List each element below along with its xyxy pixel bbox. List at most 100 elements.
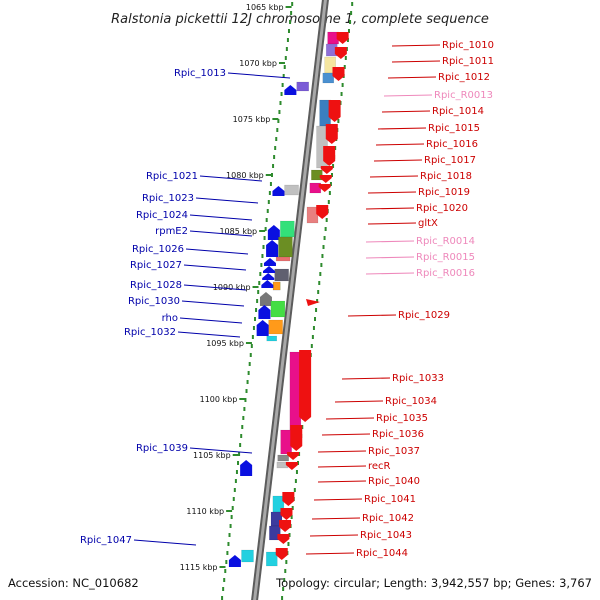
gene-block bbox=[266, 551, 278, 567]
gene-label: Rpic_1020 bbox=[416, 203, 468, 214]
gene-labels: Rpic_1010 Rpic_1011 Rpic_1012 Rpic_R0013 Rpi… bbox=[80, 40, 494, 559]
ruler-dot bbox=[322, 245, 325, 249]
ruler-dot bbox=[223, 578, 226, 582]
ruler-dot bbox=[244, 398, 247, 402]
leader-line bbox=[309, 534, 359, 537]
gene-arrow bbox=[240, 460, 253, 476]
leader-line bbox=[391, 60, 441, 63]
scale-label: 1080 kbp bbox=[226, 171, 264, 180]
ruler-dot bbox=[283, 65, 286, 69]
ruler-dot bbox=[232, 497, 235, 501]
leader-line bbox=[311, 517, 361, 520]
gene-block bbox=[268, 319, 283, 335]
leader-line bbox=[199, 175, 263, 182]
scale-label: 1075 kbp bbox=[233, 115, 271, 124]
leader-line bbox=[375, 143, 425, 146]
gene-arrow bbox=[258, 305, 271, 319]
leader-line bbox=[334, 400, 384, 403]
gene-label: Rpic_1016 bbox=[426, 139, 478, 150]
gene-label: Rpic_1017 bbox=[424, 155, 476, 166]
ruler-dot bbox=[285, 47, 288, 51]
gene-arrow bbox=[285, 462, 298, 470]
leader-line bbox=[189, 214, 253, 221]
gene-arrow bbox=[320, 166, 333, 174]
gene-block bbox=[241, 549, 254, 563]
leader-line bbox=[321, 433, 371, 436]
scale-label: 1070 kbp bbox=[239, 59, 277, 68]
ruler-dot bbox=[346, 38, 349, 42]
ruler-dot bbox=[228, 533, 231, 537]
leader-line bbox=[341, 377, 391, 380]
ruler-dot bbox=[276, 128, 279, 132]
ruler-dot bbox=[293, 488, 296, 492]
gene-label: Rpic_1036 bbox=[372, 429, 424, 440]
topology-text: Topology: circular; Length: 3,942,557 bp… bbox=[275, 576, 592, 590]
gene-arrow bbox=[328, 100, 341, 122]
ruler-dot bbox=[225, 560, 228, 564]
leader-line bbox=[189, 230, 253, 237]
ruler-dot bbox=[282, 74, 285, 78]
leader-line bbox=[391, 44, 441, 47]
ruler-dot bbox=[289, 20, 292, 24]
gene-block bbox=[284, 184, 299, 196]
gene-block bbox=[280, 429, 292, 455]
gene-label: rho bbox=[162, 313, 178, 324]
ruler-dot bbox=[286, 38, 289, 42]
ruler-dot bbox=[229, 524, 232, 528]
gene-arrow bbox=[290, 425, 303, 451]
gene-label: Rpic_1033 bbox=[392, 373, 444, 384]
leader-line bbox=[383, 94, 433, 97]
ruler-dot bbox=[277, 119, 280, 123]
ruler-dot bbox=[227, 542, 230, 546]
gene-label: Rpic_1039 bbox=[136, 443, 188, 454]
leader-line bbox=[381, 110, 431, 113]
ruler-dot bbox=[285, 560, 288, 564]
gene-label: Rpic_1040 bbox=[368, 476, 420, 487]
ruler-dot bbox=[224, 569, 227, 573]
ruler-dot bbox=[233, 488, 236, 492]
gene-label: Rpic_1037 bbox=[368, 446, 420, 457]
scale-label: 1105 kbp bbox=[193, 451, 231, 460]
ruler-dot bbox=[329, 182, 332, 186]
gene-label: Rpic_R0013 bbox=[434, 90, 493, 101]
gene-label: Rpic_1028 bbox=[130, 280, 182, 291]
leader-line bbox=[369, 175, 419, 178]
ruler-dot bbox=[327, 200, 330, 204]
ruler-dot bbox=[230, 515, 233, 519]
ruler-dot bbox=[241, 425, 244, 429]
gene-arrow bbox=[262, 273, 275, 280]
ruler-dot bbox=[287, 29, 290, 33]
gene-label: Rpic_1021 bbox=[146, 171, 198, 182]
gene-label: Rpic_1035 bbox=[376, 413, 428, 424]
ruler-dot bbox=[221, 596, 224, 600]
gene-block bbox=[322, 72, 335, 84]
gene-arrow bbox=[299, 350, 312, 422]
leader-line bbox=[365, 240, 415, 243]
gene-block bbox=[269, 525, 281, 541]
ruler-dot bbox=[268, 191, 271, 195]
ruler-dot bbox=[316, 299, 319, 303]
leader-line bbox=[367, 222, 417, 225]
scale-label: 1115 kbp bbox=[180, 563, 218, 572]
gene-label: Rpic_1011 bbox=[442, 56, 494, 67]
ruler-dot bbox=[321, 254, 324, 258]
gene-label: gltX bbox=[418, 218, 438, 229]
gene-label: Rpic_1010 bbox=[442, 40, 494, 51]
gene-block bbox=[272, 281, 281, 291]
gene-arrow bbox=[279, 520, 292, 532]
scale-label: 1085 kbp bbox=[219, 227, 257, 236]
ruler-dot bbox=[320, 263, 323, 267]
ruler-dot bbox=[311, 335, 314, 339]
gene-label: Rpic_1043 bbox=[360, 530, 412, 541]
ruler-dot bbox=[259, 272, 262, 276]
gene-block bbox=[275, 256, 291, 262]
map-title: Ralstonia pickettii 12J chromosome 1, co… bbox=[111, 12, 489, 27]
gene-arrow bbox=[228, 555, 241, 567]
ruler-dot bbox=[250, 344, 253, 348]
ruler-dot bbox=[248, 362, 251, 366]
gene-arrow bbox=[334, 47, 347, 59]
gene-label: Rpic_1042 bbox=[362, 513, 414, 524]
ruler-dot bbox=[258, 281, 261, 285]
ruler-dot bbox=[341, 83, 344, 87]
gene-arrow bbox=[263, 258, 276, 266]
